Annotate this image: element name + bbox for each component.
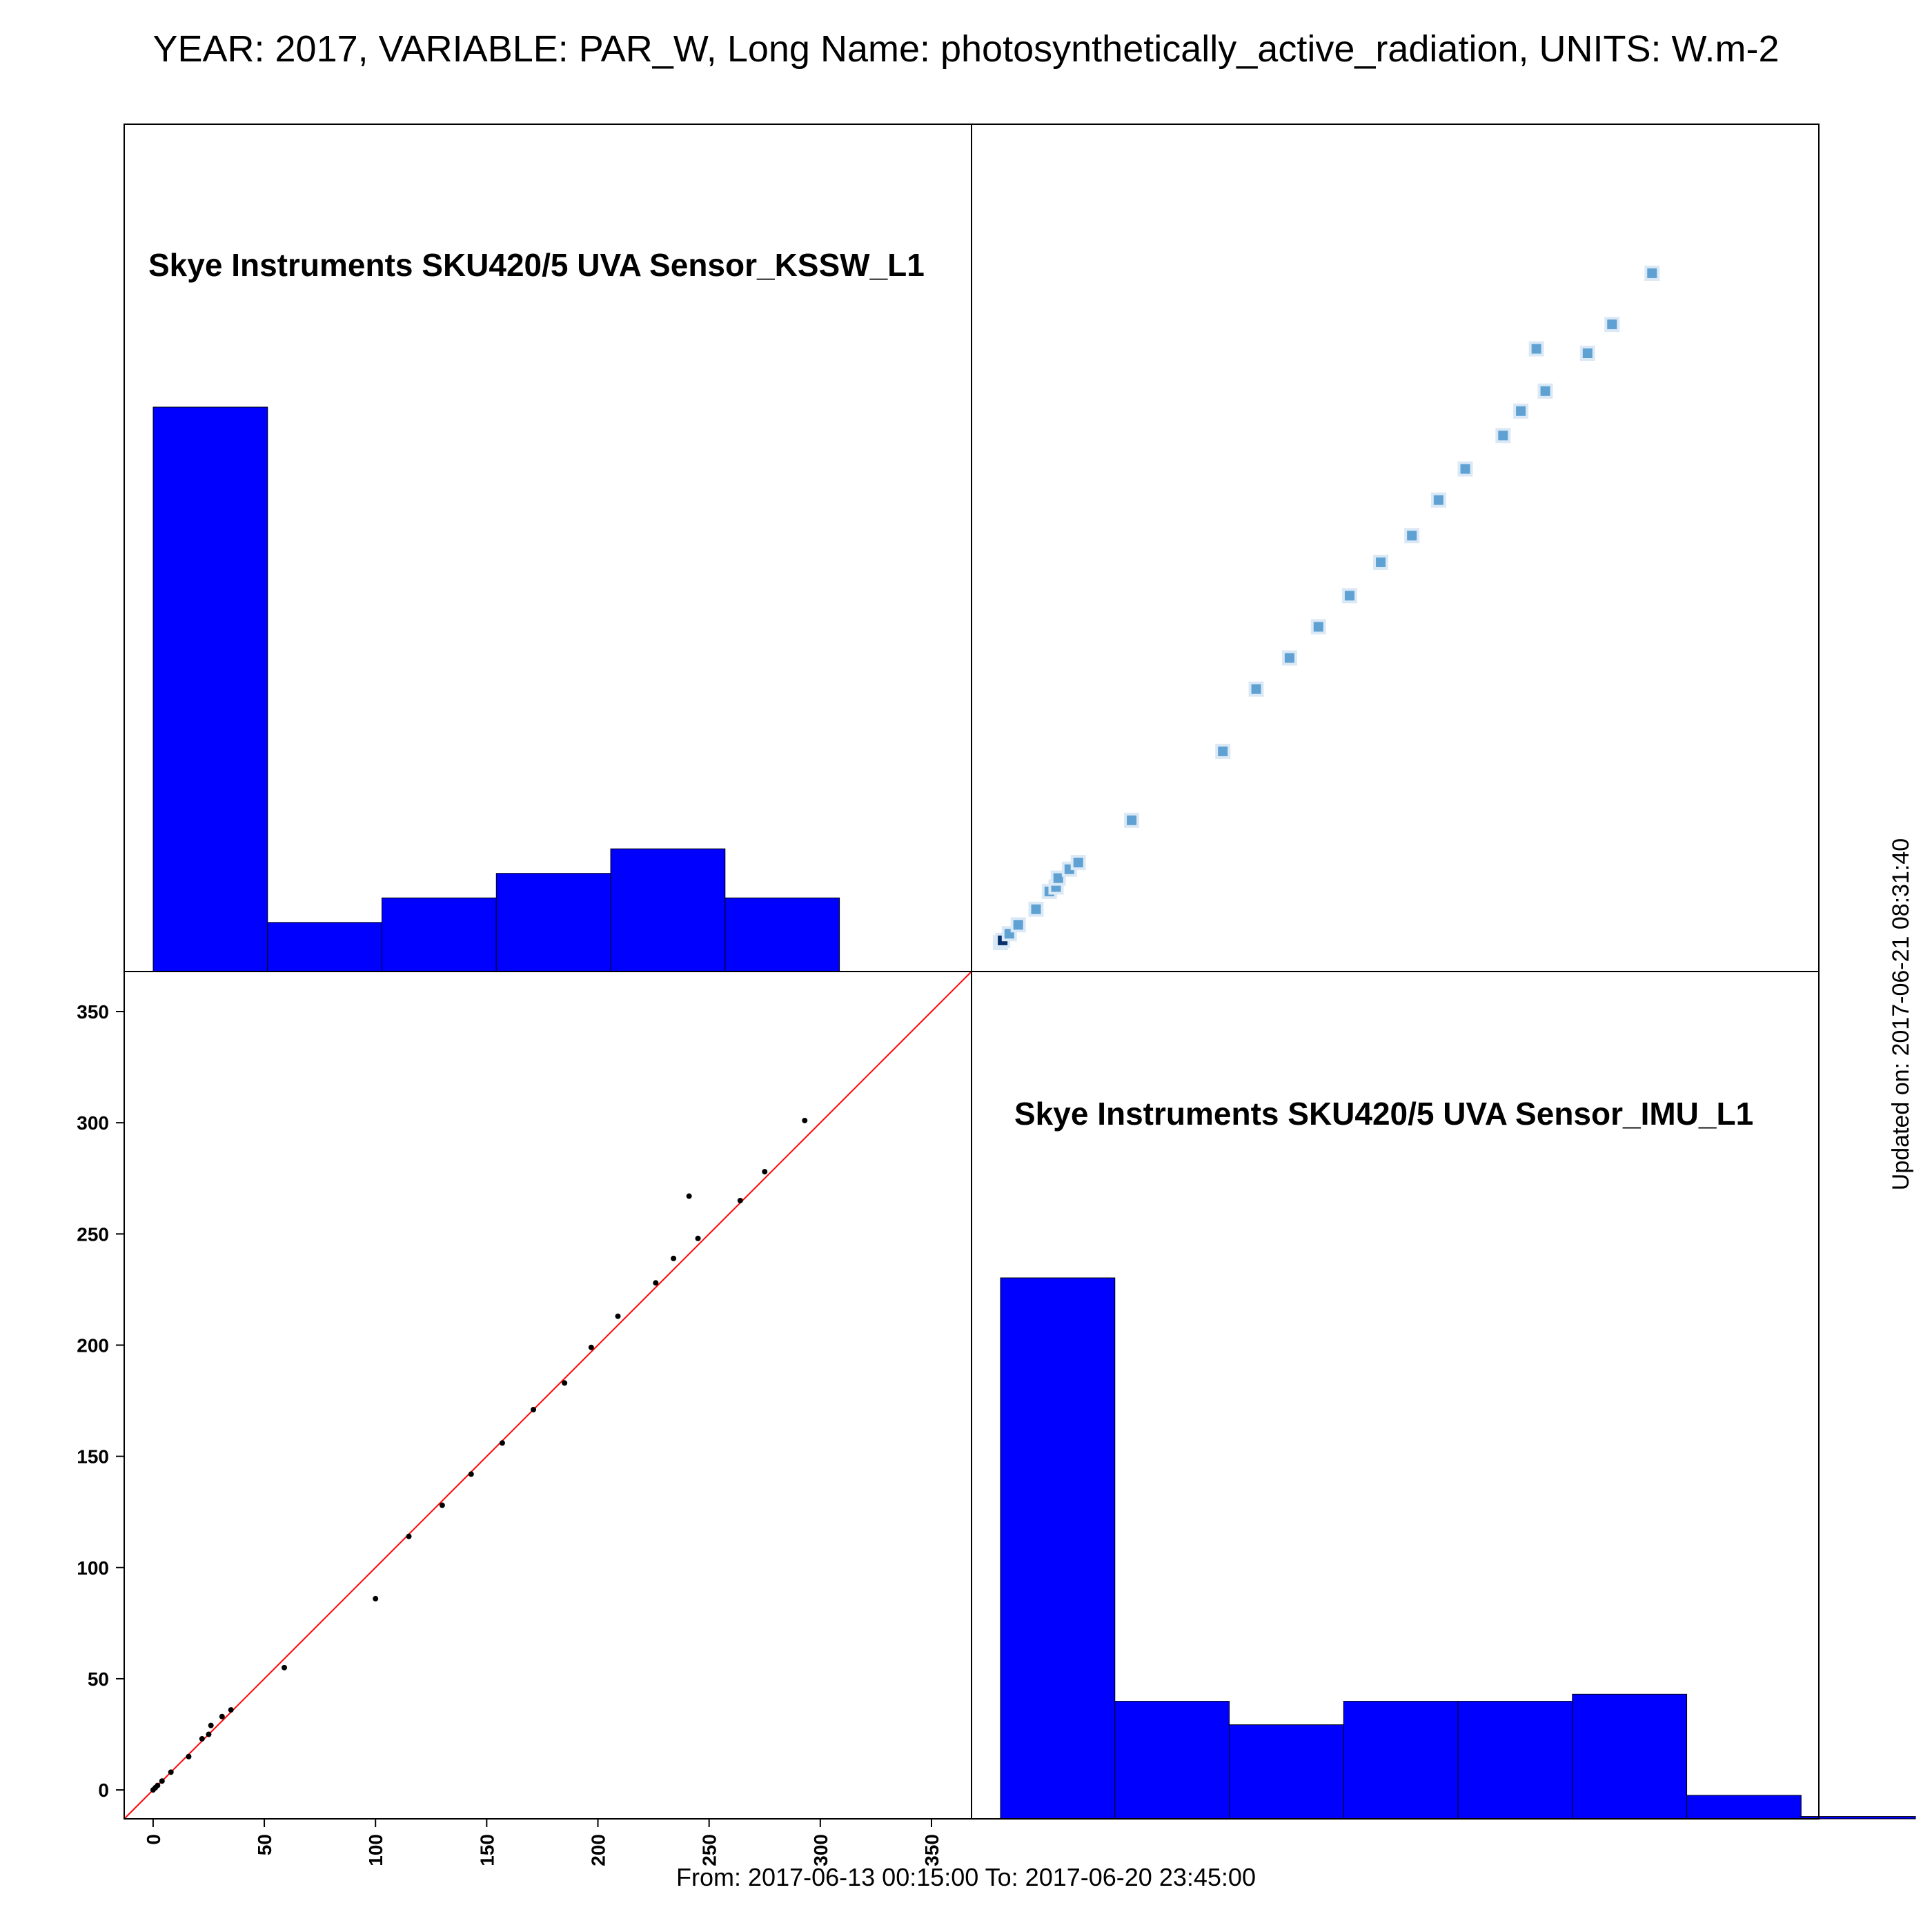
y-tick-label-0: 0 <box>98 1780 109 1801</box>
panel-label-imu: Skye Instruments SKU420/5 UVA Sensor_IMU… <box>1014 1096 1753 1132</box>
imu-bar-1 <box>1114 1701 1230 1820</box>
density-cell-16 <box>1376 557 1386 567</box>
identity-line <box>124 971 972 1820</box>
scatter-point-14 <box>439 1502 445 1508</box>
scatter-point-4 <box>168 1769 174 1775</box>
figure-title: YEAR: 2017, VARIABLE: PAR_W, Long Name: … <box>152 28 1780 70</box>
scatter-point-18 <box>562 1380 568 1386</box>
histogram-imu <box>1000 1277 1916 1820</box>
imu-bar-0 <box>1000 1277 1116 1820</box>
scatter-point-22 <box>671 1255 677 1261</box>
x-tick-label-150: 150 <box>476 1834 497 1866</box>
scatter-point-24 <box>695 1235 701 1241</box>
scatter-point-13 <box>406 1533 412 1539</box>
scatter-point-10 <box>228 1707 234 1713</box>
density-cell-22 <box>1531 344 1541 354</box>
imu-bar-4 <box>1457 1701 1573 1820</box>
density-panel <box>992 265 1660 951</box>
imu-bar-2 <box>1229 1724 1344 1820</box>
y-tick-label-350: 350 <box>77 1001 109 1023</box>
imu-bar-7 <box>1800 1816 1916 1820</box>
x-tick-label-50: 50 <box>254 1834 275 1855</box>
kssw-bar-5 <box>724 897 840 972</box>
y-tick-label-200: 200 <box>77 1334 109 1356</box>
imu-bar-3 <box>1343 1701 1459 1820</box>
density-cell-26 <box>1647 268 1657 278</box>
kssw-bar-3 <box>495 873 611 972</box>
x-tick-label-100: 100 <box>365 1834 386 1866</box>
scatter-point-19 <box>588 1344 594 1350</box>
x-tick-label-250: 250 <box>699 1834 720 1866</box>
y-tick-label-50: 50 <box>88 1668 109 1690</box>
x-tick-label-0: 0 <box>143 1834 164 1845</box>
imu-bar-6 <box>1686 1795 1802 1820</box>
density-cell-13 <box>1284 653 1294 663</box>
date-range-footer: From: 2017-06-13 00:15:00 To: 2017-06-20… <box>676 1863 1256 1891</box>
panel-label-kssw: Skye Instruments SKU420/5 UVA Sensor_KSS… <box>148 247 925 283</box>
density-cell-11 <box>1218 746 1228 756</box>
scatter-point-25 <box>737 1197 743 1203</box>
scatter-point-8 <box>208 1722 214 1728</box>
scatter-point-7 <box>206 1731 212 1737</box>
density-cell-23 <box>1540 386 1550 396</box>
scatter-point-12 <box>373 1595 379 1601</box>
density-cell-20 <box>1498 431 1508 441</box>
scatter-point-9 <box>219 1713 225 1719</box>
density-cell-14 <box>1313 622 1323 632</box>
scatter-point-20 <box>615 1313 621 1319</box>
kssw-bar-0 <box>152 406 268 972</box>
density-cell-24 <box>1582 348 1593 358</box>
x-tick-label-350: 350 <box>921 1834 943 1866</box>
density-cell-3 <box>1013 920 1023 930</box>
scatter-point-16 <box>499 1440 505 1446</box>
density-cell-12 <box>1251 684 1261 694</box>
scatter-point-3 <box>159 1778 165 1784</box>
scatter-point-23 <box>686 1193 692 1199</box>
scatter-point-15 <box>468 1471 474 1477</box>
density-cell-15 <box>1344 591 1354 601</box>
density-cell-9 <box>1073 858 1083 868</box>
density-cell-21 <box>1516 406 1526 416</box>
scatter-point-6 <box>199 1735 205 1742</box>
scatter-point-27 <box>802 1117 808 1123</box>
density-cell-7 <box>1053 873 1063 883</box>
density-cell-25 <box>1607 319 1617 330</box>
density-cell-17 <box>1407 531 1417 541</box>
kssw-bar-4 <box>610 848 726 972</box>
scatter-point-11 <box>282 1664 288 1670</box>
density-cell-10 <box>1127 815 1137 825</box>
x-tick-label-200: 200 <box>588 1834 609 1866</box>
x-tick-label-300: 300 <box>810 1834 831 1866</box>
y-tick-label-300: 300 <box>77 1112 109 1134</box>
scatter-point-26 <box>762 1169 768 1175</box>
scatter-panel: 0 0 50 50 100 100 150 150 200 200 250 250 300 300 350 3… <box>77 971 972 1866</box>
imu-bar-5 <box>1572 1693 1688 1820</box>
y-tick-label-150: 150 <box>77 1446 109 1468</box>
scatter-point-5 <box>186 1753 192 1759</box>
scatter-point-17 <box>531 1406 537 1412</box>
y-tick-label-100: 100 <box>77 1557 109 1579</box>
kssw-bar-1 <box>267 922 383 972</box>
scatter-point-21 <box>653 1280 659 1286</box>
scatter-point-2 <box>155 1782 161 1788</box>
density-cell-19 <box>1460 464 1470 474</box>
kssw-bar-2 <box>382 897 497 972</box>
histogram-kssw <box>152 406 840 972</box>
density-cell-18 <box>1433 495 1443 505</box>
y-tick-label-250: 250 <box>77 1223 109 1245</box>
updated-timestamp: Updated on: 2017-06-21 08:31:40 <box>1888 838 1914 1191</box>
density-cell-4 <box>1031 904 1041 914</box>
panel-frames <box>124 124 1820 1820</box>
